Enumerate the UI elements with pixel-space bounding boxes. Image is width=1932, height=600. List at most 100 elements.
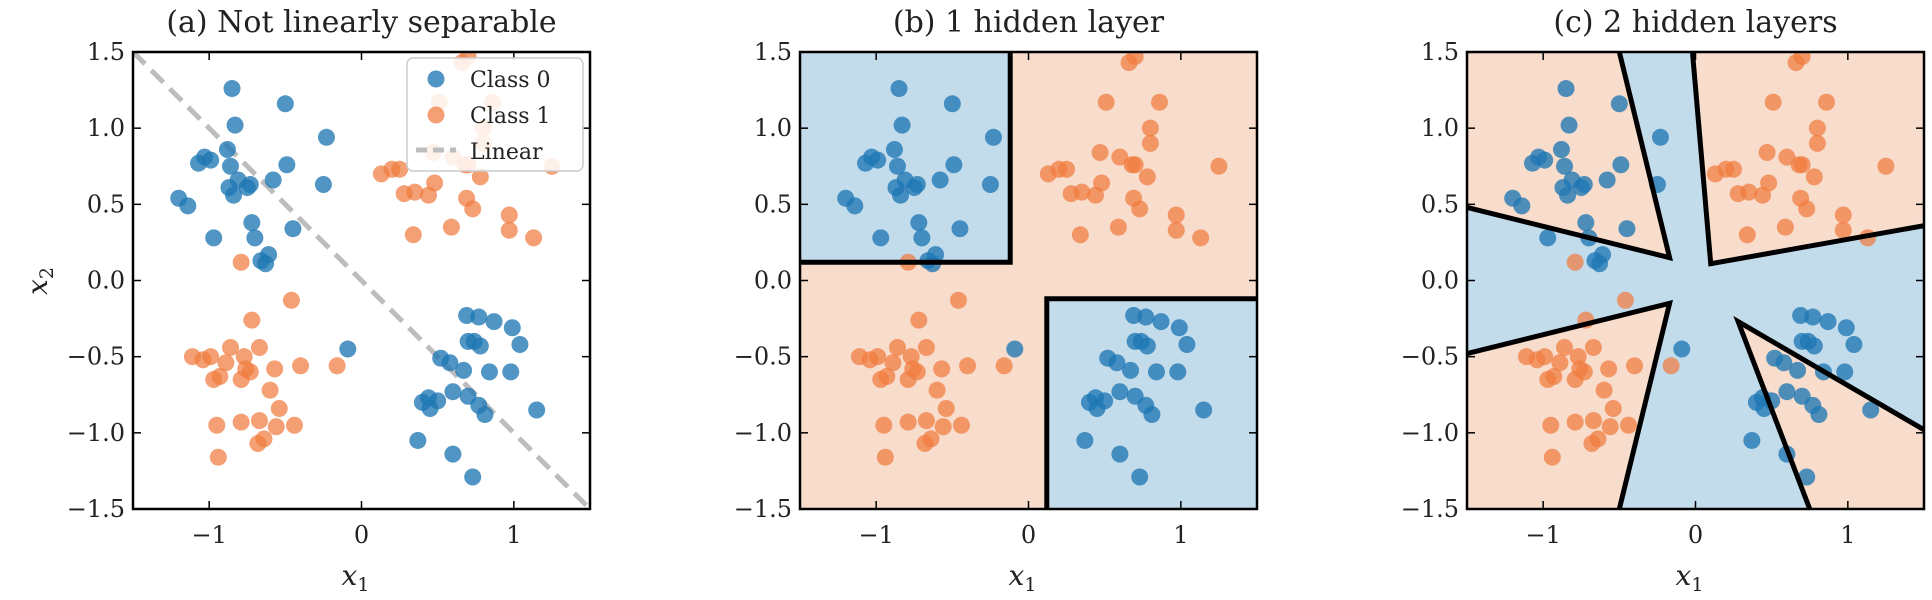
y-tick-label: 1.5	[87, 38, 125, 66]
point-class0	[931, 171, 949, 189]
y-tick-label: 0.0	[87, 267, 125, 295]
decision-boundary	[1467, 52, 1674, 262]
point-class1	[395, 185, 413, 203]
y-tick-label: 0.5	[1421, 190, 1459, 218]
point-class0	[943, 95, 961, 113]
x-axis-label-subscript: 1	[1024, 574, 1036, 596]
y-tick-label: −1.5	[1401, 495, 1459, 523]
point-class0	[471, 337, 489, 355]
panel-title: (a) Not linearly separable	[166, 5, 556, 40]
point-class1	[1738, 226, 1756, 244]
point-class0	[888, 157, 906, 175]
point-class0	[314, 176, 332, 194]
point-class1	[1754, 186, 1772, 204]
point-class1	[292, 357, 310, 375]
point-class1	[1798, 200, 1816, 218]
decision-region-class1	[1467, 303, 1670, 509]
panel-3: −1.5 −1.0 −0.5 0.0 0.5 1.0 1.5 −1 0 1 (c) 2 hidden…	[1401, 5, 1926, 596]
point-class1	[285, 416, 303, 434]
point-class1	[217, 354, 235, 372]
point-class1	[1126, 156, 1144, 174]
panel-2: −1.5 −1.0 −0.5 0.0 0.5 1.0 1.5 −1 0 1 (b) 1 hidden…	[734, 5, 1259, 596]
point-class0	[1555, 157, 1573, 175]
point-class1	[1167, 206, 1185, 224]
point-class1	[471, 168, 489, 186]
y-tick-label: −0.5	[1401, 343, 1459, 371]
panel-title: (b) 1 hidden layer	[893, 5, 1165, 40]
point-class0	[1804, 308, 1822, 326]
point-class0	[1111, 383, 1129, 401]
point-class0	[528, 401, 546, 419]
point-class0	[1743, 431, 1761, 449]
point-class0	[984, 128, 1002, 146]
legend-marker-class0	[427, 70, 445, 88]
point-class1	[525, 229, 543, 247]
x-tick-label: −1	[191, 521, 226, 549]
decision-boundary	[800, 52, 1013, 265]
point-class1	[1793, 156, 1811, 174]
point-class0	[885, 140, 903, 158]
y-tick-label: −1.0	[1401, 419, 1459, 447]
point-class1	[1616, 291, 1634, 309]
y-tick-label: −1.5	[67, 495, 125, 523]
point-class0	[1108, 354, 1126, 372]
point-class0	[1845, 335, 1863, 353]
point-class0	[981, 176, 999, 194]
point-class0	[1610, 95, 1628, 113]
x-axis-label-subscript: 1	[1691, 574, 1703, 596]
point-class1	[328, 357, 346, 375]
point-class1	[1706, 165, 1724, 183]
point-class1	[249, 434, 267, 452]
decision-boundary	[1467, 299, 1674, 509]
x-tick-label: 0	[1688, 521, 1703, 549]
x-tick-label: −1	[858, 521, 893, 549]
point-class0	[444, 383, 462, 401]
point-class0	[1170, 319, 1188, 337]
point-class1	[261, 381, 279, 399]
point-class0	[476, 406, 494, 424]
point-class0	[846, 197, 864, 215]
point-class0	[1096, 392, 1114, 410]
point-class1	[1566, 253, 1584, 271]
x-axis-label-subscript: 1	[357, 574, 369, 596]
point-class1	[869, 348, 887, 366]
point-class0	[1805, 337, 1823, 355]
point-class0	[1131, 468, 1149, 486]
point-class1	[1039, 165, 1057, 183]
point-class1	[1543, 448, 1561, 466]
point-class0	[1536, 151, 1554, 169]
y-tick-label: −0.5	[67, 343, 125, 371]
point-class0	[1651, 128, 1669, 146]
legend-label: Class 0	[470, 68, 551, 93]
point-class0	[945, 156, 963, 174]
point-class0	[1539, 229, 1557, 247]
point-class1	[875, 416, 893, 434]
point-class0	[1577, 214, 1595, 232]
point-class0	[1006, 340, 1024, 358]
point-class1	[1778, 148, 1796, 166]
point-class0	[218, 140, 236, 158]
point-class1	[1604, 399, 1622, 417]
point-class1	[899, 413, 917, 431]
point-class0	[1138, 337, 1156, 355]
point-class1	[232, 253, 250, 271]
point-class0	[1137, 308, 1155, 326]
legend-label: Linear	[470, 140, 543, 165]
point-class0	[1178, 335, 1196, 353]
point-class0	[1513, 197, 1531, 215]
y-tick-label: 0.0	[754, 267, 792, 295]
decision-boundary	[1044, 296, 1257, 509]
y-axis-label-subscript: 2	[36, 267, 58, 279]
point-class1	[1758, 144, 1776, 162]
legend-marker-class1	[427, 106, 445, 124]
point-class1	[1111, 148, 1129, 166]
point-class1	[1834, 221, 1852, 239]
point-class0	[276, 95, 294, 113]
point-class0	[284, 220, 302, 238]
y-tick-label: −0.5	[734, 343, 792, 371]
point-class1	[1601, 418, 1619, 436]
point-class0	[1572, 179, 1590, 197]
point-class1	[250, 339, 268, 357]
point-class1	[916, 434, 934, 452]
point-class0	[317, 128, 335, 146]
